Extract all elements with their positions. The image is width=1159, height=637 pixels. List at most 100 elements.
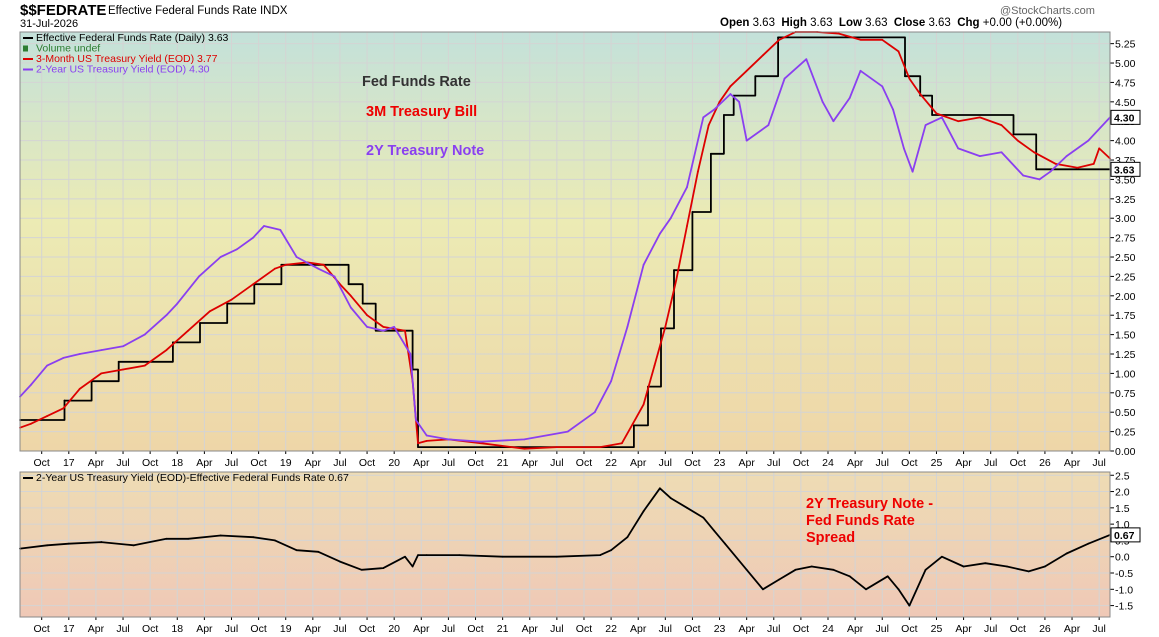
data-point <box>279 228 282 231</box>
data-point <box>273 267 276 270</box>
data-point <box>660 327 662 330</box>
x-tick-label: Oct <box>250 623 266 635</box>
data-point <box>805 58 808 61</box>
data-point <box>501 555 504 558</box>
data-point <box>360 568 363 571</box>
data-point <box>745 69 748 72</box>
x-tick-label: Apr <box>88 623 105 635</box>
data-point <box>610 549 612 552</box>
data-point <box>236 248 238 251</box>
data-point <box>1027 570 1030 573</box>
x-tick-label: Jul <box>333 623 346 635</box>
data-point <box>555 555 558 558</box>
last-value-box <box>1110 109 1141 125</box>
data-point <box>1006 565 1008 568</box>
data-point <box>762 588 764 591</box>
x-tick-label: Apr <box>305 457 322 469</box>
y-tick-label: 2.5 <box>1115 470 1130 482</box>
open-value: 3.63 <box>752 17 775 29</box>
chg-value: +0.00 (+0.00%) <box>982 17 1063 29</box>
data-point <box>599 554 602 556</box>
x-tick-label: Jul <box>876 623 889 635</box>
y-tick-label: -1.0 <box>1115 584 1133 596</box>
chart-annotation: Spread <box>806 530 855 546</box>
chart-annotation: 3M Treasury Bill <box>366 104 477 120</box>
data-point <box>273 539 276 542</box>
y-tick-label: 1.75 <box>1115 310 1136 322</box>
y-tick-label: 3.50 <box>1115 174 1136 186</box>
data-point <box>252 236 255 239</box>
data-point <box>881 38 884 41</box>
data-point <box>659 232 661 235</box>
x-tick-label: Oct <box>34 457 50 469</box>
x-tick-label: 19 <box>280 623 292 635</box>
x-tick-label: Apr <box>847 623 864 635</box>
x-tick-label: Apr <box>413 623 430 635</box>
data-point <box>778 578 781 581</box>
x-tick-label: Oct <box>34 623 50 635</box>
brand-watermark: @StockCharts.com <box>1000 5 1095 17</box>
x-tick-label: Apr <box>1064 457 1081 469</box>
symbol-name: Effective Federal Funds Rate INDX <box>108 5 287 17</box>
data-point <box>63 399 66 402</box>
data-point <box>631 422 634 425</box>
data-point <box>745 568 748 571</box>
data-point <box>122 368 124 371</box>
y-tick-label: 0.50 <box>1115 407 1136 419</box>
x-tick-label: 20 <box>388 623 400 635</box>
data-point <box>1038 178 1041 181</box>
x-tick-label: Jul <box>333 457 346 469</box>
x-tick-label: Oct <box>142 623 158 635</box>
chart-annotation: Fed Funds Rate <box>806 513 915 529</box>
high-label: High <box>781 17 807 29</box>
x-tick-label: Apr <box>88 457 105 469</box>
x-tick-label: Apr <box>955 623 972 635</box>
data-point <box>709 152 712 155</box>
y-tick-label: 0.25 <box>1115 427 1136 439</box>
plot-frame <box>19 31 1111 452</box>
open-label: Open <box>720 17 750 29</box>
data-point <box>978 155 981 158</box>
high-value: 3.63 <box>810 17 833 29</box>
x-tick-label: 18 <box>171 623 183 635</box>
data-point <box>165 314 168 317</box>
y-tick-label: 2.75 <box>1115 233 1136 245</box>
x-tick-label: Oct <box>359 623 375 635</box>
data-point <box>642 403 645 406</box>
main-panel: 0.00 0.25 0.50 0.75 1.00 1.25 1.50 1.75 2.00 2.25… <box>19 31 1141 469</box>
data-point <box>821 100 824 103</box>
y-tick-label: 0.00 <box>1115 446 1136 458</box>
data-point <box>669 497 672 499</box>
plot-background <box>20 472 1110 617</box>
x-tick-label: 26 <box>1039 457 1051 469</box>
data-point <box>284 263 287 266</box>
chg-label: Chg <box>957 17 980 29</box>
data-point <box>143 333 146 336</box>
data-point <box>778 38 781 41</box>
y-tick-label: 1.5 <box>1115 503 1130 515</box>
data-point <box>425 554 428 556</box>
data-point <box>165 349 168 352</box>
data-point <box>480 440 482 443</box>
data-point <box>1065 155 1068 158</box>
data-point <box>675 279 678 282</box>
data-point <box>366 314 368 317</box>
last-value-label: 0.67 <box>1114 530 1135 542</box>
plot-background <box>20 32 1110 451</box>
y-tick-label: 1.50 <box>1115 330 1136 342</box>
y-tick-label: -0.5 <box>1115 568 1133 580</box>
data-point <box>349 294 352 297</box>
x-tick-label: 21 <box>497 457 509 469</box>
data-point <box>417 442 419 445</box>
data-point <box>198 275 200 278</box>
x-tick-label: Apr <box>522 623 539 635</box>
data-point <box>904 75 906 78</box>
x-tick-label: Apr <box>738 623 755 635</box>
series-line-effective-federal-funds-rate-daily <box>20 36 1110 448</box>
data-point <box>523 447 526 450</box>
data-point <box>848 575 851 578</box>
x-tick-label: Jul <box>225 623 238 635</box>
data-point <box>555 446 558 449</box>
x-tick-label: Oct <box>359 457 375 469</box>
